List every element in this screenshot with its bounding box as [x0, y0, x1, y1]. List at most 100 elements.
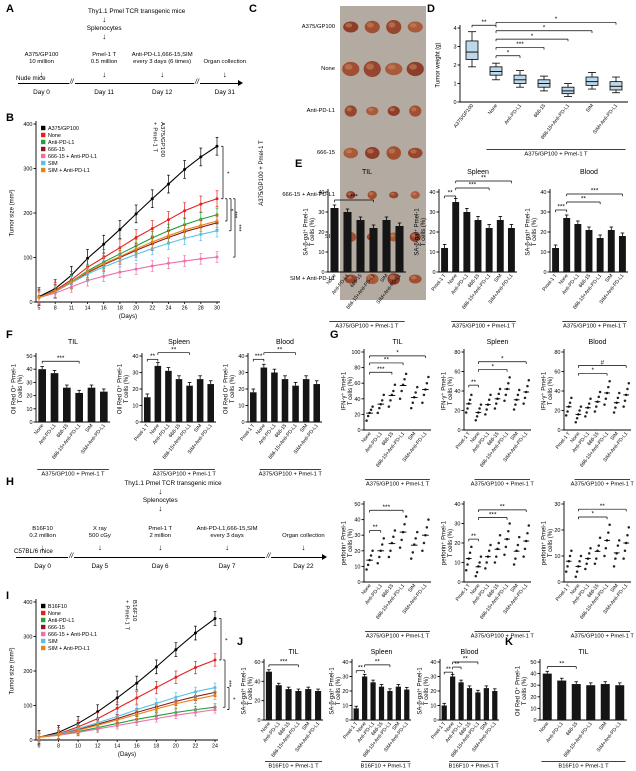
svg-text:A375/GP100 + Pmel-1 T: A375/GP100 + Pmel-1 T — [366, 634, 430, 640]
svg-text:0: 0 — [135, 420, 138, 426]
svg-text:60: 60 — [554, 370, 560, 376]
svg-text:**: ** — [463, 656, 469, 663]
svg-text:(Days): (Days) — [118, 751, 136, 758]
svg-text:*: * — [531, 33, 534, 40]
svg-text:40: 40 — [238, 354, 244, 360]
svg-text:30: 30 — [132, 371, 138, 377]
tumor-weight-boxplot: 0 1 2 3 4 Tumor weight (g) A375/GP100 None Anti-… — [436, 16, 628, 158]
svg-text:None: None — [48, 133, 61, 139]
timeline-arrowhead-icon — [322, 554, 327, 560]
svg-text:**: ** — [581, 196, 587, 203]
svg-text:0: 0 — [29, 738, 32, 744]
svg-text:50: 50 — [26, 354, 32, 360]
svg-text:4: 4 — [453, 26, 456, 32]
svg-text:*: * — [229, 697, 235, 700]
svg-text:**: ** — [448, 190, 454, 197]
svg-text:SIM: SIM — [598, 721, 608, 732]
svg-text:20: 20 — [133, 306, 139, 312]
svg-text:666-15: 666-15 — [48, 147, 65, 153]
svg-text:0: 0 — [345, 718, 348, 724]
svg-text:Tumor weight (g): Tumor weight (g) — [436, 42, 442, 87]
svg-text:26: 26 — [182, 306, 188, 312]
svg-text:Spleen: Spleen — [487, 339, 509, 346]
axis-break-icon: // — [265, 553, 272, 560]
sa-b-gal-spleen-chart: 0 10 20 30 40 SA-β-gal⁺ Pmel-1 T cells (%) Sple… — [414, 169, 517, 330]
svg-text:Blood: Blood — [580, 169, 598, 176]
svg-text:40: 40 — [354, 518, 360, 524]
svg-text:40: 40 — [342, 660, 348, 666]
down-arrow-icon — [102, 71, 106, 79]
svg-text:10: 10 — [132, 404, 138, 410]
svg-text:SA-β-gal⁺ Pmel-1: SA-β-gal⁺ Pmel-1 — [241, 667, 248, 715]
svg-text:28: 28 — [198, 306, 204, 312]
photo-row-labels: A375/GP100 None Anti-PD-L1 666-15 666-15… — [268, 6, 338, 300]
svg-text:30: 30 — [26, 380, 32, 386]
axis-break-icon: // — [194, 79, 200, 86]
svg-text:20: 20 — [530, 695, 536, 701]
svg-text:0: 0 — [257, 718, 260, 724]
svg-text:20: 20 — [254, 699, 260, 705]
down-arrow-icon — [102, 16, 106, 24]
svg-text:***: *** — [591, 188, 599, 195]
svg-text:40: 40 — [530, 672, 536, 678]
svg-text:SIM: SIM — [48, 161, 58, 167]
svg-text:SIM: SIM — [48, 639, 58, 645]
svg-text:A375/GP100 + Pmel-1 T: A375/GP100 + Pmel-1 T — [259, 472, 323, 478]
svg-text:None: None — [325, 273, 337, 286]
svg-text:0: 0 — [357, 428, 360, 434]
svg-text:Oil Red O⁺ Pmel-1: Oil Red O⁺ Pmel-1 — [515, 665, 522, 716]
svg-text:40: 40 — [254, 679, 260, 685]
svg-text:**: ** — [277, 346, 283, 353]
svg-text:10: 10 — [26, 407, 32, 413]
svg-text:SIM: SIM — [193, 423, 203, 434]
donor-mouse-label: Thy1.1 Pmel TCR transgenic mice — [124, 480, 222, 487]
svg-text:Spleen: Spleen — [467, 169, 489, 176]
svg-text:***: *** — [280, 659, 288, 666]
svg-text:18: 18 — [153, 744, 159, 750]
day-label: Day 0 — [34, 563, 51, 570]
sa-b-gal-spleen-chart-b16: 0 10 20 30 40 SA-β-gal⁺ Pmel-1 T cells (%) Sple… — [329, 649, 412, 770]
svg-text:40: 40 — [454, 502, 460, 508]
svg-text:*: * — [507, 49, 510, 56]
panel-label-h: H — [6, 476, 14, 488]
day-label: Day 6 — [151, 563, 169, 570]
svg-text:**: ** — [171, 346, 177, 353]
svg-text:**: ** — [373, 524, 379, 531]
event-organ-collection: Organ collection — [203, 58, 247, 65]
svg-text:30: 30 — [554, 502, 560, 508]
svg-text:20: 20 — [238, 387, 244, 393]
svg-text:100: 100 — [23, 256, 32, 262]
panel-label-j: J — [237, 636, 244, 648]
svg-text:*: * — [543, 24, 546, 31]
svg-text:6: 6 — [38, 744, 41, 750]
svg-text:**: ** — [471, 533, 477, 540]
svg-text:40: 40 — [26, 367, 32, 373]
svg-text:TIL: TIL — [578, 649, 588, 656]
svg-text:**: ** — [446, 666, 452, 673]
svg-text:SIM + Anti-PD-L1: SIM + Anti-PD-L1 — [48, 646, 90, 652]
svg-text:perforin⁺ Pmel-1: perforin⁺ Pmel-1 — [541, 520, 548, 565]
svg-text:40: 40 — [132, 354, 138, 360]
svg-text:200: 200 — [23, 211, 32, 217]
day-label: Day 31 — [214, 89, 235, 96]
svg-text:30: 30 — [530, 683, 536, 689]
tumor-photo — [340, 6, 426, 300]
event-treatment: Anti-PD-L1,666-15,SIM every 3 days — [196, 525, 258, 539]
down-arrow-icon — [98, 544, 102, 552]
svg-text:A375/GP100 + Pmel-1 T: A375/GP100 + Pmel-1 T — [571, 482, 635, 488]
svg-text:8: 8 — [54, 306, 57, 312]
svg-text:T cells (%): T cells (%) — [448, 529, 454, 557]
down-arrow-icon — [158, 488, 162, 496]
svg-text:A375/GP100 + Pmel-1 T: A375/GP100 + Pmel-1 T — [524, 152, 588, 158]
down-arrow-icon — [301, 544, 305, 552]
donor-mouse-label: Thy1.1 Pmel TCR transgenic mice — [88, 8, 186, 15]
svg-text:IFN-γ⁺ Pmel-1: IFN-γ⁺ Pmel-1 — [541, 371, 548, 410]
svg-text:(Days): (Days) — [119, 313, 137, 320]
svg-text:T cells (%): T cells (%) — [18, 375, 24, 403]
svg-text:T cells (%): T cells (%) — [310, 218, 316, 246]
svg-text:50: 50 — [530, 660, 536, 666]
svg-text:16: 16 — [101, 306, 107, 312]
